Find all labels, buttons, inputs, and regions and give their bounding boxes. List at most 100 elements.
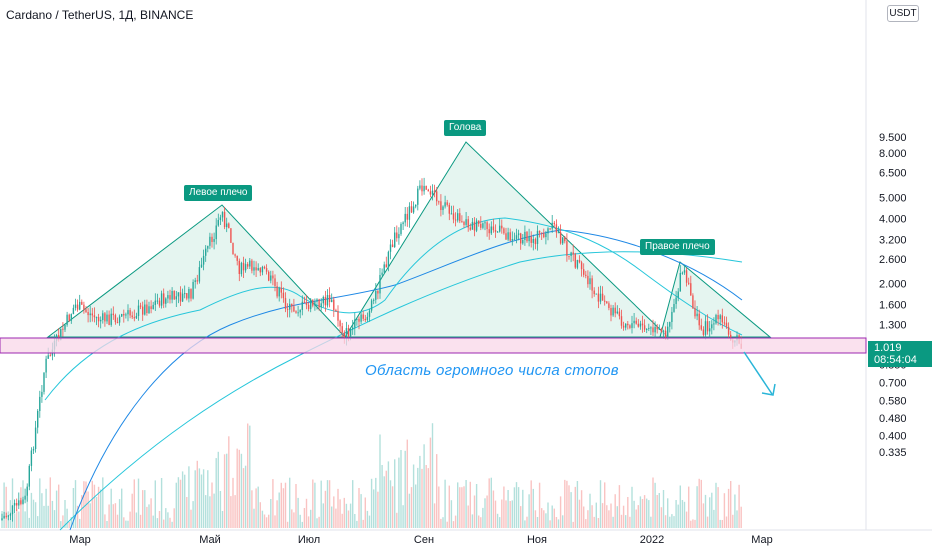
candle-body xyxy=(391,244,394,247)
candle-body xyxy=(123,314,125,316)
candle-body xyxy=(706,321,709,332)
volume-bar xyxy=(297,497,299,528)
candle-body xyxy=(423,185,425,192)
volume-bar xyxy=(738,484,740,528)
candle-body xyxy=(177,292,180,297)
volume-bar xyxy=(188,466,190,528)
price-tick-label: 3.200 xyxy=(879,234,907,246)
candle-body xyxy=(545,233,547,238)
candle-body xyxy=(587,275,589,285)
candle-body xyxy=(629,325,631,328)
volume-bar xyxy=(532,488,534,528)
candle-body xyxy=(240,262,243,275)
candle-body xyxy=(478,220,480,224)
time-tick-label: Сен xyxy=(414,534,434,546)
candle-body xyxy=(459,213,461,222)
candle-body xyxy=(585,274,587,276)
volume-bar xyxy=(400,450,402,528)
volume-bar xyxy=(601,503,604,528)
candle-body xyxy=(717,315,719,320)
candle-body xyxy=(622,325,625,328)
volume-bar xyxy=(158,511,161,528)
volume-bar xyxy=(97,486,100,528)
candle-body xyxy=(452,213,455,220)
volume-bar xyxy=(669,516,671,528)
candle-body xyxy=(492,226,495,231)
volume-bar xyxy=(307,516,310,528)
candle-body xyxy=(557,232,560,234)
candle-body xyxy=(591,278,593,291)
volume-bar xyxy=(580,490,583,528)
volume-bar xyxy=(478,515,480,528)
candle-body xyxy=(259,268,261,273)
candle-body xyxy=(677,291,679,298)
volume-bar xyxy=(125,520,127,528)
candle-body xyxy=(265,268,268,272)
volume-bar xyxy=(557,519,560,528)
price-tick-label: 8.000 xyxy=(879,148,907,160)
volume-bar xyxy=(507,490,509,528)
volume-bar xyxy=(396,512,398,528)
price-tick-label: 5.000 xyxy=(879,192,907,204)
candle-body xyxy=(188,289,190,299)
currency-badge[interactable]: USDT xyxy=(887,5,919,22)
candle-body xyxy=(139,305,142,307)
last-price-badge: 1.019 08:54:04 xyxy=(868,341,932,367)
price-tick-label: 0.700 xyxy=(879,378,907,390)
volume-bar xyxy=(234,495,236,528)
volume-bar xyxy=(675,500,677,528)
projection-arrow xyxy=(743,351,773,395)
symbol-title: Cardano / TetherUS, 1Д, BINANCE xyxy=(6,8,194,22)
volume-bar xyxy=(343,497,345,528)
candle-body xyxy=(662,330,665,332)
candle-body xyxy=(532,239,534,243)
volume-bar xyxy=(543,510,545,528)
volume-bar xyxy=(490,477,492,528)
candlesticks xyxy=(1,177,742,522)
volume-bar xyxy=(732,514,734,528)
volume-bar xyxy=(740,506,742,528)
candle-body xyxy=(100,319,102,322)
time-tick-label: Мар xyxy=(69,534,91,546)
volume-bar xyxy=(286,521,289,528)
volume-bar xyxy=(284,482,287,528)
candle-body xyxy=(454,219,457,221)
volume-bar xyxy=(652,477,654,528)
volume-bar xyxy=(207,470,209,528)
candle-body xyxy=(404,213,406,223)
candle-body xyxy=(614,307,616,314)
volume-bar xyxy=(549,520,551,528)
volume-bar xyxy=(637,505,639,528)
candle-body xyxy=(595,293,597,295)
candle-body xyxy=(387,251,390,268)
candle-body xyxy=(13,503,16,506)
candle-body xyxy=(198,267,201,282)
candle-body xyxy=(448,204,450,214)
volume-bar xyxy=(177,477,180,528)
candle-body xyxy=(509,232,511,241)
volume-bar xyxy=(349,503,352,528)
volume-bar xyxy=(226,453,228,528)
candle-body xyxy=(362,314,364,319)
price-axis[interactable]: 9.500 8.000 6.500 5.000 4.000 3.200 2.600 2.000… xyxy=(879,132,907,459)
volume-bar xyxy=(137,478,140,528)
volume-bar xyxy=(635,509,637,528)
volume-bar xyxy=(383,476,385,528)
candle-body xyxy=(270,275,272,281)
time-axis[interactable]: Мар Май Июл Сен Ноя 2022 Мар xyxy=(69,534,773,546)
volume-bar xyxy=(154,480,156,528)
candle-body xyxy=(488,229,490,234)
volume-bar xyxy=(123,517,125,528)
volume-bar xyxy=(457,482,459,528)
candle-body xyxy=(639,323,642,327)
volume-bar xyxy=(690,520,692,528)
volume-bar xyxy=(599,480,602,528)
candle-body xyxy=(725,322,728,327)
time-tick-label: Мар xyxy=(751,534,773,546)
candle-body xyxy=(11,505,14,515)
candle-body xyxy=(41,391,43,397)
volume-bar xyxy=(37,516,39,528)
candle-body xyxy=(690,283,692,296)
candle-body xyxy=(576,260,579,268)
